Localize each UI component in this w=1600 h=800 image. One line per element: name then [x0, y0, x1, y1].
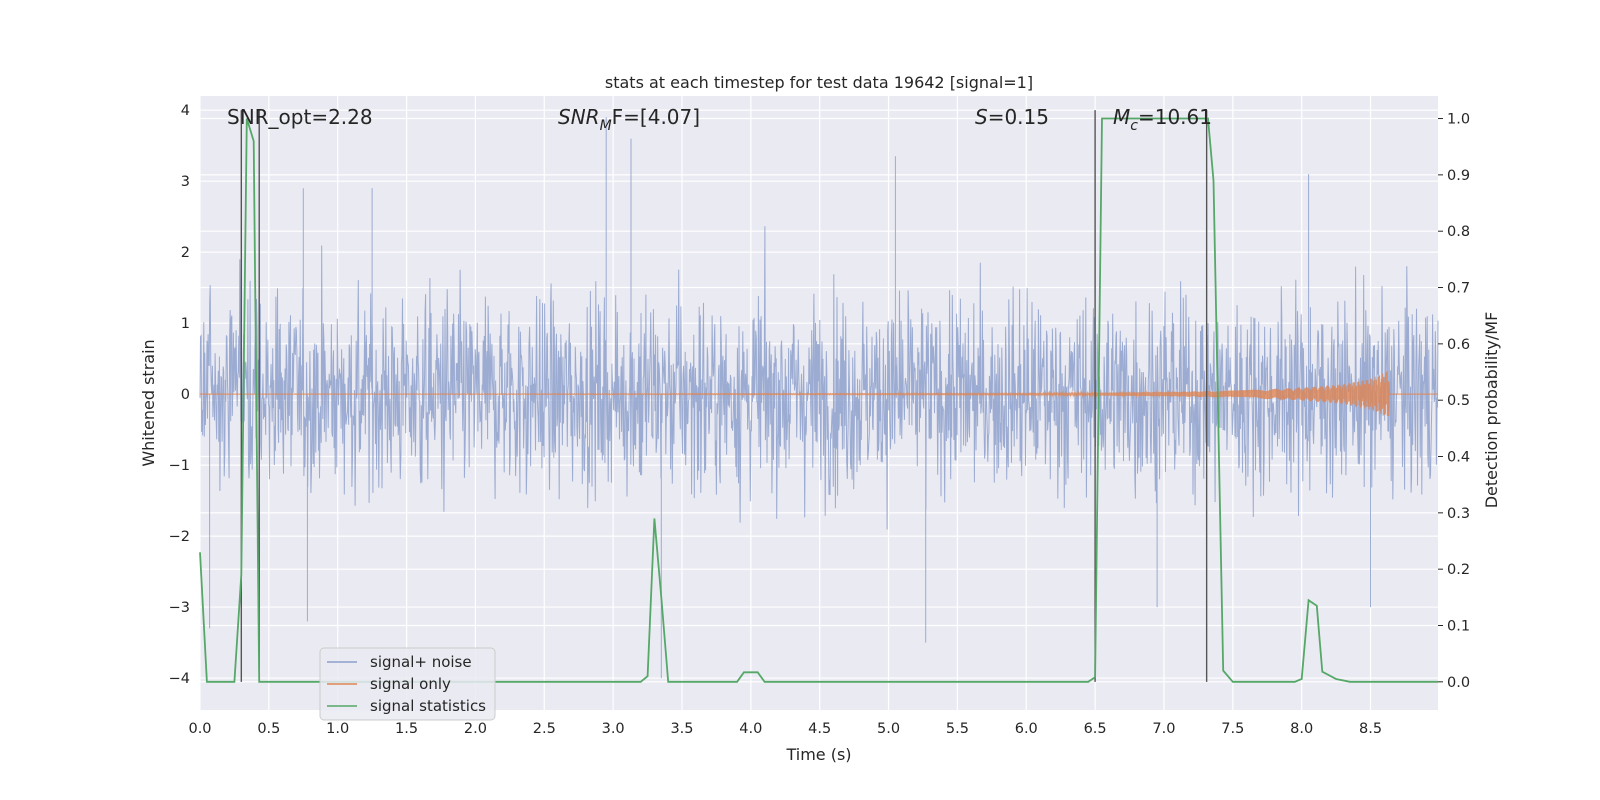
- y-tick-label: −3: [169, 600, 190, 616]
- x-tick-label: 6.5: [1084, 721, 1107, 737]
- annotation-s-base: S: [975, 105, 988, 129]
- x-tick-label: 8.5: [1359, 721, 1382, 737]
- legend: signal+ noise signal only signal statist…: [319, 647, 496, 721]
- annotation-snr-opt: SNR_opt=2.28: [227, 105, 373, 129]
- y-right-tick-label: 0.3: [1447, 506, 1470, 522]
- noise-trace: [199, 117, 1439, 679]
- y-right-tick-label: 0.1: [1447, 619, 1470, 635]
- legend-label-signal-only: signal only: [370, 675, 451, 693]
- x-tick-label: 3.5: [670, 721, 693, 737]
- tick-labels: 0.0 0.5 1.0 1.5 2.0 2.5 3.0 3.5 4.0 4.5 5.0 5.5 6.0 6…: [169, 103, 1470, 737]
- y-right-tick-label: 0.7: [1447, 281, 1470, 297]
- annotation-snr-mf-sub: M: [600, 118, 612, 134]
- y-right-tick-label: 0.2: [1447, 562, 1470, 578]
- annotation-snr-mf-rest: F=[4.07]: [612, 105, 700, 129]
- y-right-tick-label: 1.0: [1447, 112, 1470, 128]
- series-signal-noise: [199, 117, 1439, 679]
- y-right-tick-label: 0.4: [1447, 450, 1470, 466]
- x-tick-label: 1.5: [395, 721, 418, 737]
- chart-title: stats at each timestep for test data 196…: [605, 73, 1033, 92]
- x-tick-label: 7.5: [1221, 721, 1244, 737]
- legend-label-signal-noise: signal+ noise: [370, 653, 472, 671]
- x-tick-label: 4.0: [739, 721, 762, 737]
- x-tick-label: 6.0: [1015, 721, 1038, 737]
- x-tick-label: 0.5: [257, 721, 280, 737]
- annotation-mc-base: M: [1113, 105, 1130, 129]
- y-tick-label: 3: [181, 174, 190, 190]
- x-axis-label: Time (s): [785, 745, 851, 764]
- x-tick-label: 7.0: [1152, 721, 1175, 737]
- series-signal-only: [200, 371, 1438, 417]
- x-tick-label: 0.0: [188, 721, 211, 737]
- x-tick-label: 3.0: [602, 721, 625, 737]
- y-right-tick-label: 0.8: [1447, 224, 1470, 240]
- y-right-tick-label: 0.5: [1447, 393, 1470, 409]
- legend-label-signal-statistics: signal statistics: [370, 697, 486, 715]
- x-tick-label: 5.0: [877, 721, 900, 737]
- annotation-mc-rest: =10.61: [1138, 105, 1212, 129]
- x-tick-label: 1.0: [326, 721, 349, 737]
- signal-trace: [200, 371, 1438, 417]
- y-tick-label: 1: [181, 316, 190, 332]
- y-right-tick-label: 0.0: [1447, 675, 1470, 691]
- y-tick-label: −1: [169, 458, 190, 474]
- annotation-mc: Mc=10.61: [1113, 105, 1212, 134]
- x-tick-label: 4.5: [808, 721, 831, 737]
- x-tick-label: 5.5: [946, 721, 969, 737]
- x-tick-label: 2.0: [464, 721, 487, 737]
- annotation-mc-sub: c: [1130, 118, 1138, 134]
- y-tick-label: 0: [181, 387, 190, 403]
- annotation-s-rest: =0.15: [988, 105, 1049, 129]
- y-tick-label: 4: [181, 103, 190, 119]
- y-right-tick-label: 0.9: [1447, 168, 1470, 184]
- y-tick-label: 2: [181, 245, 190, 261]
- annotation-snr-mf: SNRMF=[4.07]: [558, 105, 700, 134]
- series-signal-statistics: [199, 117, 1438, 683]
- y-right-axis-label: Detection probability/MF: [1482, 312, 1501, 509]
- x-tick-label: 8.0: [1290, 721, 1313, 737]
- statistics-trace: [199, 117, 1438, 683]
- y-tick-label: −4: [169, 671, 190, 687]
- y-right-tick-label: 0.6: [1447, 337, 1470, 353]
- y-axis-label: Whitened strain: [139, 339, 158, 466]
- annotation-snr-mf-base: SNR: [558, 105, 600, 129]
- annotation-s: S=0.15: [975, 105, 1049, 129]
- y-tick-label: −2: [169, 529, 190, 545]
- x-tick-label: 2.5: [533, 721, 556, 737]
- legend-box: [319, 647, 496, 721]
